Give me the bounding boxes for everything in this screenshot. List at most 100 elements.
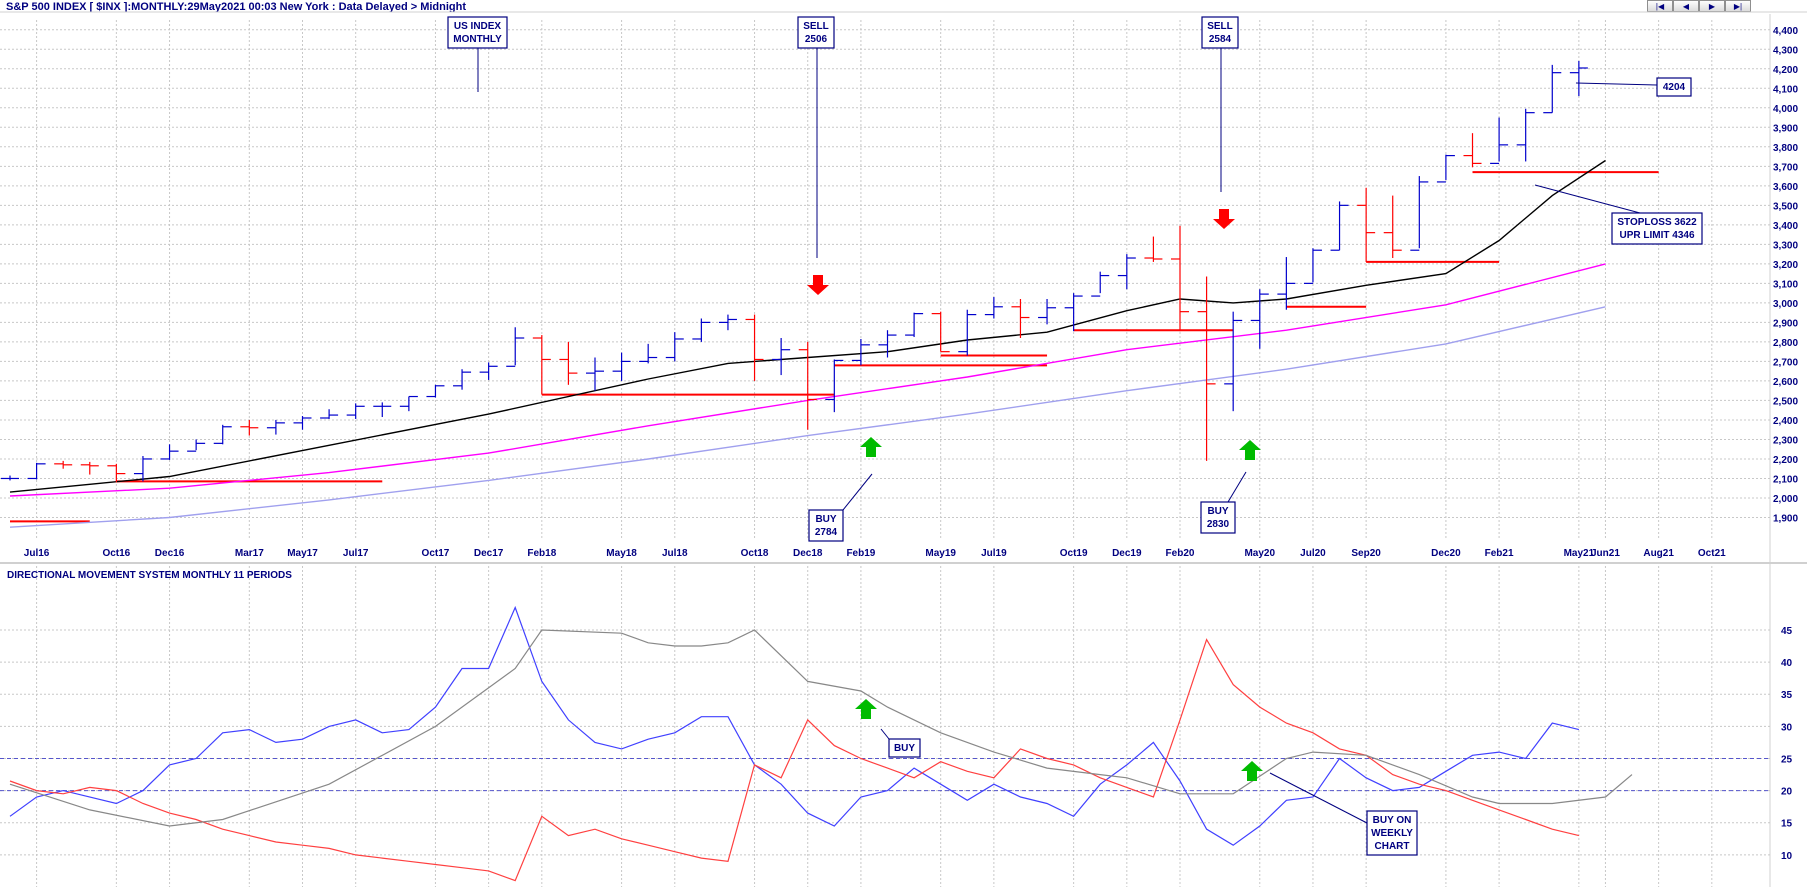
ohlc-bar bbox=[1091, 271, 1110, 297]
annotation-box bbox=[1201, 16, 1239, 49]
dmi-buy-arrow-1 bbox=[855, 699, 877, 719]
x-tick-label: Feb21 bbox=[1485, 548, 1514, 559]
annotation-text: STOPLOSS 3622 bbox=[1617, 217, 1697, 228]
signal-arrows bbox=[807, 209, 1263, 781]
annotation-text: SELL bbox=[1207, 21, 1233, 32]
x-tick-label: Sep20 bbox=[1351, 548, 1381, 559]
ohlc-bar bbox=[559, 341, 578, 385]
y-tick-label: 2,000 bbox=[1773, 494, 1798, 505]
ohlc-bar bbox=[825, 359, 844, 413]
x-tick-label: Feb19 bbox=[846, 548, 875, 559]
y-tick-label: 4,000 bbox=[1773, 104, 1798, 115]
y-tick-label: 2,700 bbox=[1773, 357, 1798, 368]
y-tick-label: 2,900 bbox=[1773, 318, 1798, 329]
y-tick-label: 1,900 bbox=[1773, 513, 1798, 524]
x-tick-label: May20 bbox=[1244, 548, 1275, 559]
dmi-series bbox=[9, 605, 1633, 882]
ohlc-bar bbox=[346, 403, 365, 419]
ohlc-bar bbox=[1543, 64, 1562, 114]
ohlc-bar bbox=[506, 327, 525, 367]
y-tick-label: 3,800 bbox=[1773, 143, 1798, 154]
support-lines bbox=[10, 171, 1659, 523]
y-tick-label: 2,600 bbox=[1773, 377, 1798, 388]
y-tick-label: 3,300 bbox=[1773, 240, 1798, 251]
ohlc-bar bbox=[54, 460, 73, 469]
ohlc-bar bbox=[639, 343, 658, 364]
ohlc-bar bbox=[160, 444, 179, 460]
dmi-y-tick-label: 30 bbox=[1781, 722, 1793, 733]
annotation-text: UPR LIMIT 4346 bbox=[1619, 230, 1694, 241]
y-tick-label: 3,000 bbox=[1773, 299, 1798, 310]
annotation-leader bbox=[1227, 471, 1247, 503]
ohlc-bar bbox=[1436, 154, 1455, 183]
y-tick-label: 2,500 bbox=[1773, 396, 1798, 407]
ohlc-bar bbox=[1463, 133, 1482, 168]
y-tick-label: 3,100 bbox=[1773, 279, 1798, 290]
annotation-leader bbox=[1269, 772, 1368, 824]
minus_di-line bbox=[9, 638, 1580, 882]
sell-arrow-2 bbox=[1213, 209, 1235, 229]
x-tick-label: Feb18 bbox=[527, 548, 556, 559]
ohlc-bar bbox=[266, 419, 285, 435]
ma_long-line bbox=[9, 306, 1606, 528]
annotation-text: BUY bbox=[815, 514, 836, 525]
ohlc-bar bbox=[1171, 225, 1189, 332]
ohlc-bar bbox=[399, 395, 418, 412]
annotation-text: 2830 bbox=[1207, 519, 1230, 530]
x-tick-label: Feb20 bbox=[1166, 548, 1195, 559]
y-tick-label: 3,400 bbox=[1773, 221, 1798, 232]
dmi-y-tick-label: 10 bbox=[1781, 851, 1793, 862]
annotation-box bbox=[447, 16, 508, 49]
ohlc-bar bbox=[798, 341, 817, 430]
y-tick-label: 2,800 bbox=[1773, 338, 1798, 349]
y-tick-label: 2,300 bbox=[1773, 435, 1798, 446]
annotation-text: SELL bbox=[803, 21, 829, 32]
annotation-leader bbox=[1575, 82, 1658, 86]
annotation-text: CHART bbox=[1375, 841, 1410, 852]
x-tick-label: Mar17 bbox=[235, 548, 264, 559]
y-tick-label: 4,400 bbox=[1773, 26, 1798, 37]
x-tick-label: Jul20 bbox=[1300, 548, 1326, 559]
dmi-y-tick-label: 20 bbox=[1781, 787, 1793, 798]
ohlc-bar bbox=[665, 332, 684, 362]
ohlc-bar bbox=[293, 416, 312, 430]
ohlc-bar bbox=[1490, 117, 1509, 164]
ohlc-bar bbox=[905, 312, 924, 338]
adx-line bbox=[9, 629, 1633, 827]
ohlc-bar bbox=[692, 318, 711, 342]
y-tick-label: 2,400 bbox=[1773, 416, 1798, 427]
x-tick-label: Aug21 bbox=[1643, 548, 1674, 559]
x-tick-label: Oct17 bbox=[422, 548, 450, 559]
ohlc-bar bbox=[1038, 298, 1057, 325]
ohlc-bar bbox=[213, 424, 232, 445]
y-tick-label: 4,100 bbox=[1773, 84, 1798, 95]
ohlc-bars bbox=[1, 60, 1588, 483]
annotation-box bbox=[1366, 810, 1418, 856]
x-tick-label: Dec19 bbox=[1112, 548, 1142, 559]
annotation-text: BUY bbox=[1207, 506, 1228, 517]
annotation-text: 4204 bbox=[1663, 82, 1686, 93]
annotation-box bbox=[797, 16, 835, 49]
x-tick-label: Oct18 bbox=[741, 548, 769, 559]
annotation-text: 2506 bbox=[805, 34, 828, 45]
annotation-box bbox=[808, 509, 844, 542]
ohlc-bar bbox=[984, 297, 1003, 319]
x-tick-label: Dec17 bbox=[474, 548, 504, 559]
annotation-text: BUY bbox=[894, 743, 915, 754]
annotation-text: WEEKLY bbox=[1371, 828, 1413, 839]
ohlc-bar bbox=[426, 384, 445, 398]
ohlc-bar bbox=[1117, 254, 1136, 290]
y-tick-label: 3,600 bbox=[1773, 182, 1798, 193]
ohlc-bar bbox=[1357, 187, 1376, 262]
y-tick-label: 3,700 bbox=[1773, 162, 1798, 173]
y-tick-label: 4,200 bbox=[1773, 65, 1798, 76]
ohlc-bar bbox=[1197, 276, 1216, 461]
annotations: US INDEX MONTHLY SELL 2506 SELL 2584 4204 STOPL… bbox=[447, 16, 1703, 856]
dmi-panel-title: DIRECTIONAL MOVEMENT SYSTEM MONTHLY 11 P… bbox=[7, 570, 292, 581]
ohlc-bar bbox=[772, 338, 791, 376]
annotation-text: US INDEX bbox=[454, 21, 502, 32]
x-tick-label: Dec18 bbox=[793, 548, 823, 559]
ohlc-bar bbox=[373, 402, 392, 418]
ohlc-bar bbox=[745, 314, 764, 381]
